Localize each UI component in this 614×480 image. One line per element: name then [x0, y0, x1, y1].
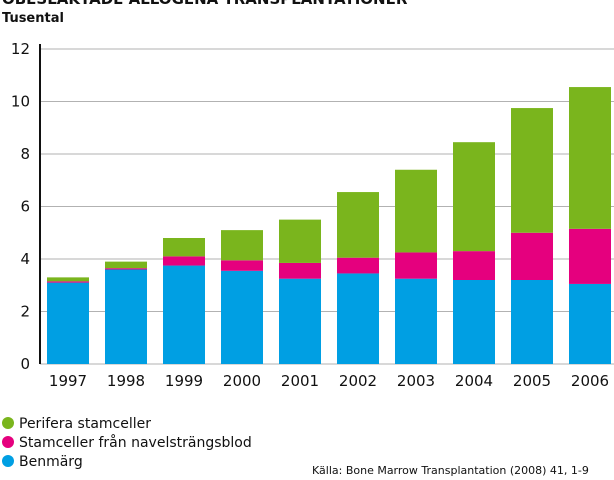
x-tick-label: 1998	[107, 372, 145, 390]
y-tick-label: 8	[20, 145, 30, 163]
chart-title: OBESLÄKTADE ALLOGENA TRANSPLANTATIONER	[2, 0, 408, 8]
bar-segment	[279, 278, 321, 364]
legend-marker	[2, 436, 14, 448]
x-tick-label: 2004	[455, 372, 493, 390]
bar-segment	[279, 262, 321, 279]
bar-segment	[569, 228, 611, 284]
bar-segment	[453, 280, 495, 364]
bar-segment	[221, 260, 263, 271]
bar-segment	[453, 251, 495, 280]
source: Källa: Bone Marrow Transplantation (2008…	[312, 464, 589, 477]
bar-segment	[511, 108, 553, 233]
y-tick-label: 10	[11, 93, 30, 111]
chart-subtitle: Tusental	[2, 11, 64, 26]
y-tick-label: 0	[20, 355, 30, 373]
bar-segment	[47, 281, 89, 283]
bar-segment	[395, 252, 437, 279]
bar-segment	[337, 257, 379, 274]
bar-segment	[569, 283, 611, 364]
bar-segment	[105, 261, 147, 269]
x-tick-label: 2001	[281, 372, 319, 390]
bar-segment	[221, 230, 263, 261]
x-tick-label: 2006	[571, 372, 609, 390]
legend-label: Perifera stamceller	[19, 416, 151, 432]
bar-segment	[163, 238, 205, 257]
bar-segment	[105, 268, 147, 270]
x-tick-label: 2003	[397, 372, 435, 390]
bar-segment	[511, 280, 553, 364]
legend-marker	[2, 417, 14, 429]
legend-marker	[2, 455, 14, 467]
legend-label: Stamceller från navelsträngsblod	[19, 434, 252, 451]
x-tick-label: 2005	[513, 372, 551, 390]
bar-segment	[105, 269, 147, 364]
bar-segment	[569, 87, 611, 229]
y-tick-label: 2	[20, 303, 30, 321]
x-tick-label: 1997	[49, 372, 87, 390]
bar-segment	[337, 192, 379, 258]
y-tick-label: 12	[11, 40, 30, 58]
y-tick-label: 6	[20, 198, 30, 216]
x-tick-label: 2000	[223, 372, 261, 390]
bar-segment	[395, 278, 437, 364]
legend-label: Benmärg	[19, 454, 83, 470]
bar-segment	[163, 265, 205, 364]
bar-segment	[47, 277, 89, 282]
y-tick-label: 4	[20, 250, 30, 268]
bar-segment	[337, 273, 379, 364]
bar-segment	[47, 282, 89, 364]
bar-segment	[453, 142, 495, 252]
bar-segment	[279, 219, 321, 263]
bar-segment	[163, 256, 205, 266]
x-tick-label: 1999	[165, 372, 203, 390]
x-tick-label: 2002	[339, 372, 377, 390]
bar-segment	[511, 232, 553, 280]
bar-segment	[221, 270, 263, 364]
bar-segment	[395, 169, 437, 253]
